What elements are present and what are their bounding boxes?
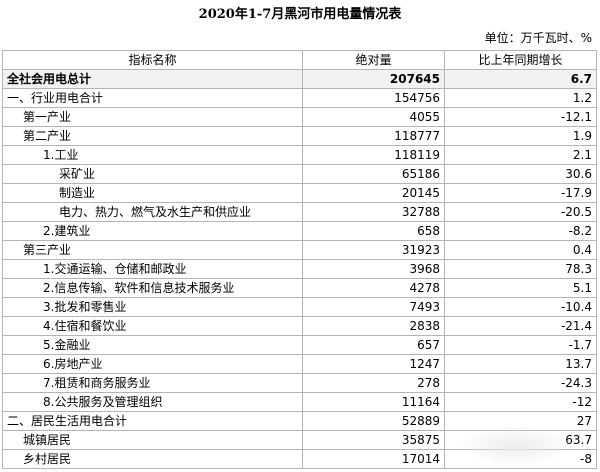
header-row: 指标名称 绝对量 比上年同期增长	[2, 50, 597, 70]
row-name: 城镇居民	[2, 430, 303, 450]
table-row: 第一产业 4055 -12.1	[2, 107, 597, 127]
row-name: 2.信息传输、软件和信息技术服务业	[2, 278, 303, 298]
table-row: 制造业 20145 -17.9	[2, 183, 597, 203]
table-row: 电力、热力、燃气及水生产和供应业 32788 -20.5	[2, 202, 597, 222]
row-name: 1.工业	[2, 145, 303, 165]
row-abs: 118119	[302, 145, 445, 165]
row-ratio: 6.7	[444, 69, 597, 89]
row-ratio: 13.7	[444, 354, 597, 374]
row-abs: 4055	[302, 107, 445, 127]
row-name: 7.租赁和商务服务业	[2, 373, 303, 393]
row-ratio: 30.6	[444, 164, 597, 184]
header-ratio: 比上年同期增长	[444, 50, 597, 70]
table-row: 城镇居民 35875 63.7	[2, 430, 597, 450]
row-name: 制造业	[2, 183, 303, 203]
row-abs: 17014	[302, 449, 445, 469]
row-abs: 658	[302, 221, 445, 241]
table-row: 8.公共服务及管理组织 11164 -12	[2, 392, 597, 412]
row-abs: 1247	[302, 354, 445, 374]
row-abs: 154756	[302, 88, 445, 108]
row-ratio: 1.2	[444, 88, 597, 108]
table-row: 2.信息传输、软件和信息技术服务业 4278 5.1	[2, 278, 597, 298]
table-row: 乡村居民 17014 -8	[2, 449, 597, 469]
table-row: 第二产业 118777 1.9	[2, 126, 597, 146]
row-abs: 20145	[302, 183, 445, 203]
row-name: 4.住宿和餐饮业	[2, 316, 303, 336]
row-abs: 4278	[302, 278, 445, 298]
row-abs: 7493	[302, 297, 445, 317]
row-abs: 207645	[302, 69, 445, 89]
table-row: 7.租赁和商务服务业 278 -24.3	[2, 373, 597, 393]
row-ratio: -12	[444, 392, 597, 412]
table-row: 一、行业用电合计 154756 1.2	[2, 88, 597, 108]
table-row: 1.交通运输、仓储和邮政业 3968 78.3	[2, 259, 597, 279]
row-name: 第二产业	[2, 126, 303, 146]
row-ratio: 1.9	[444, 126, 597, 146]
row-name: 第三产业	[2, 240, 303, 260]
row-name: 乡村居民	[2, 449, 303, 469]
row-abs: 35875	[302, 430, 445, 450]
table-row: 采矿业 65186 30.6	[2, 164, 597, 184]
row-name: 一、行业用电合计	[2, 88, 303, 108]
electricity-table: 指标名称 绝对量 比上年同期增长 全社会用电总计 207645 6.7 一、行业…	[2, 50, 597, 469]
row-ratio: 63.7	[444, 430, 597, 450]
row-ratio: 5.1	[444, 278, 597, 298]
row-ratio: -24.3	[444, 373, 597, 393]
row-name: 电力、热力、燃气及水生产和供应业	[2, 202, 303, 222]
row-name: 第一产业	[2, 107, 303, 127]
row-ratio: -21.4	[444, 316, 597, 336]
row-name: 全社会用电总计	[2, 69, 303, 89]
row-ratio: -10.4	[444, 297, 597, 317]
header-abs: 绝对量	[302, 50, 445, 70]
table-row: 2.建筑业 658 -8.2	[2, 221, 597, 241]
row-abs: 32788	[302, 202, 445, 222]
row-name: 采矿业	[2, 164, 303, 184]
row-abs: 65186	[302, 164, 445, 184]
row-ratio: -8	[444, 449, 597, 469]
row-ratio: 2.1	[444, 145, 597, 165]
row-abs: 278	[302, 373, 445, 393]
row-ratio: -1.7	[444, 335, 597, 355]
row-name: 8.公共服务及管理组织	[2, 392, 303, 412]
row-abs: 657	[302, 335, 445, 355]
row-abs: 31923	[302, 240, 445, 260]
row-name: 3.批发和零售业	[2, 297, 303, 317]
row-name: 6.房地产业	[2, 354, 303, 374]
row-ratio: 0.4	[444, 240, 597, 260]
row-abs: 118777	[302, 126, 445, 146]
row-abs: 2838	[302, 316, 445, 336]
row-abs: 11164	[302, 392, 445, 412]
table-row: 4.住宿和餐饮业 2838 -21.4	[2, 316, 597, 336]
row-ratio: 78.3	[444, 259, 597, 279]
table-row: 3.批发和零售业 7493 -10.4	[2, 297, 597, 317]
table-row: 5.金融业 657 -1.7	[2, 335, 597, 355]
row-name: 1.交通运输、仓储和邮政业	[2, 259, 303, 279]
table-row: 全社会用电总计 207645 6.7	[2, 69, 597, 89]
table-row: 二、居民生活用电合计 52889 27	[2, 411, 597, 431]
row-abs: 3968	[302, 259, 445, 279]
row-ratio: -20.5	[444, 202, 597, 222]
row-ratio: -17.9	[444, 183, 597, 203]
table-row: 1.工业 118119 2.1	[2, 145, 597, 165]
table-title: 2020年1-7月黑河市用电量情况表	[198, 7, 402, 22]
row-ratio: -8.2	[444, 221, 597, 241]
row-ratio: 27	[444, 411, 597, 431]
row-name: 二、居民生活用电合计	[2, 411, 303, 431]
row-abs: 52889	[302, 411, 445, 431]
table-row: 6.房地产业 1247 13.7	[2, 354, 597, 374]
table-row: 第三产业 31923 0.4	[2, 240, 597, 260]
unit-label: 单位：万千瓦时、%	[484, 31, 592, 45]
row-name: 5.金融业	[2, 335, 303, 355]
row-ratio: -12.1	[444, 107, 597, 127]
header-name: 指标名称	[2, 50, 303, 70]
row-name: 2.建筑业	[2, 221, 303, 241]
